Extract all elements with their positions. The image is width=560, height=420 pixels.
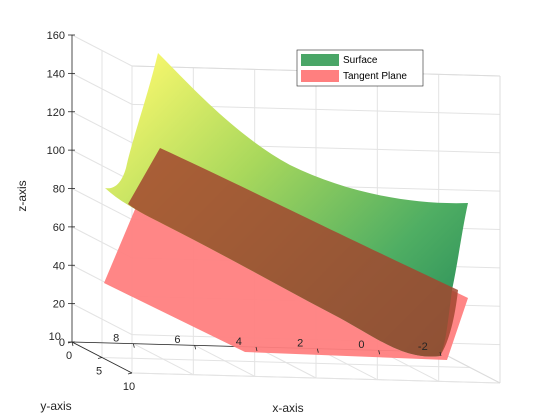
grid-line bbox=[71, 111, 133, 144]
grid-line bbox=[101, 357, 471, 368]
grid-line bbox=[71, 72, 133, 105]
y-tick-mark bbox=[127, 372, 133, 375]
legend-label-tangent-plane: Tangent Plane bbox=[343, 71, 407, 82]
y-tick-mark bbox=[67, 341, 73, 344]
z-tick-label: 160 bbox=[47, 30, 65, 42]
y-tick-label: 10 bbox=[123, 381, 135, 393]
x-tick-label: 10 bbox=[49, 331, 61, 343]
y-tick-mark bbox=[97, 357, 103, 359]
x-tick-mark bbox=[439, 351, 442, 357]
x-tick-mark bbox=[132, 343, 135, 348]
grid-line bbox=[71, 303, 133, 336]
z-tick-label: 100 bbox=[47, 145, 65, 157]
x-tick-mark bbox=[255, 346, 258, 352]
x-tick-mark bbox=[316, 348, 319, 353]
y-tick-labels: 0 5 10 bbox=[66, 341, 135, 393]
grid-line bbox=[131, 372, 501, 384]
x-tick-label: 6 bbox=[174, 334, 180, 346]
y-axis-label: y-axis bbox=[40, 399, 71, 413]
x-tick-labels: -2 0 2 4 6 8 10 bbox=[49, 331, 442, 357]
z-tick-label: 120 bbox=[47, 107, 65, 119]
box-edge bbox=[439, 351, 501, 384]
x-tick-label: 8 bbox=[113, 333, 119, 345]
z-tick-label: 80 bbox=[53, 184, 65, 196]
y-tick-label: 0 bbox=[66, 350, 72, 362]
z-tick-label: 40 bbox=[53, 260, 65, 272]
z-tick-labels: 0 20 40 60 80 100 120 140 160 bbox=[47, 30, 75, 349]
z-tick-label: 0 bbox=[59, 337, 65, 349]
z-tick-label: 60 bbox=[53, 222, 65, 234]
x-tick-mark bbox=[378, 350, 381, 355]
x-tick-mark bbox=[194, 345, 197, 350]
grid-line bbox=[71, 34, 133, 67]
grid-line bbox=[71, 149, 133, 182]
legend-swatch-tangent-plane bbox=[301, 70, 339, 82]
x-tick-label: 0 bbox=[358, 339, 364, 351]
x-axis-label: x-axis bbox=[272, 401, 303, 415]
legend-label-surface: Surface bbox=[343, 55, 378, 66]
grid-line bbox=[71, 188, 133, 220]
x-tick-label: -2 bbox=[418, 341, 428, 353]
y-tick-label: 5 bbox=[96, 366, 102, 378]
x-tick-label: 2 bbox=[297, 338, 303, 350]
legend: Surface Tangent Plane bbox=[296, 49, 424, 87]
surface-plane-overlap bbox=[128, 148, 458, 357]
z-tick-label: 140 bbox=[47, 68, 65, 80]
legend-swatch-surface bbox=[301, 54, 339, 66]
z-tick-label: 20 bbox=[53, 299, 65, 311]
z-axis-label: z-axis bbox=[15, 180, 29, 211]
x-tick-mark bbox=[71, 341, 74, 347]
x-tick-label: 4 bbox=[236, 336, 242, 348]
